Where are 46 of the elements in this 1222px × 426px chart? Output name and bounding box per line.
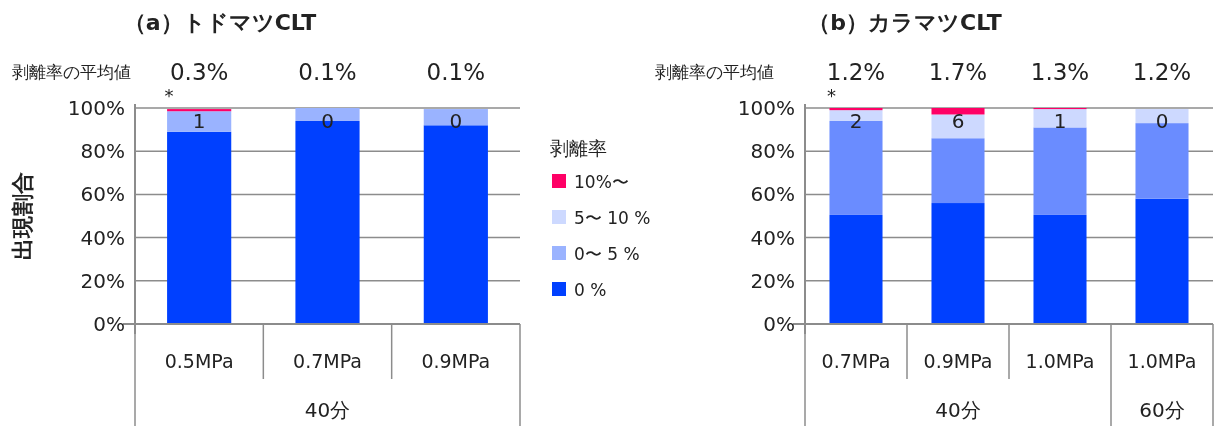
y-tick-label: 60% xyxy=(750,182,795,207)
chart-title: （b）カラマツCLT xyxy=(808,10,1002,35)
text: 1.7% xyxy=(928,59,988,85)
text: 40分 xyxy=(935,398,981,422)
x-tick-label: 0.9MPa xyxy=(421,350,491,372)
text: 剥離率の平均値 xyxy=(12,62,131,82)
y-tick-label: 80% xyxy=(80,139,125,164)
text: 1.3% xyxy=(1030,59,1090,85)
text: 60分 xyxy=(1139,398,1185,422)
legend-label: 0〜 5 % xyxy=(574,244,640,264)
annotation: 0 xyxy=(1155,109,1169,133)
y-tick-label: 60% xyxy=(80,182,125,207)
y-tick-label: 0% xyxy=(763,312,795,336)
annotation: 1 xyxy=(1053,109,1067,133)
text: 0.1% xyxy=(426,59,486,85)
legend-label: 10%〜 xyxy=(574,172,629,192)
y-tick-label: 40% xyxy=(80,225,125,250)
text: 40分 xyxy=(304,398,351,422)
x-tick-label: 0.5MPa xyxy=(164,350,234,372)
text: 0.3% xyxy=(169,59,229,85)
annotation: 1 xyxy=(192,109,206,133)
x-tick-label: 1.0MPa xyxy=(1025,350,1095,372)
x-tick-label: 1.0MPa xyxy=(1127,350,1197,372)
y-tick-label: 80% xyxy=(750,139,795,164)
y-tick-label: 0% xyxy=(93,312,125,336)
y-tick-label: 100% xyxy=(67,96,125,120)
y-tick-label: 20% xyxy=(80,268,125,293)
text: 剥離率の平均値 xyxy=(655,62,774,82)
annotation: 2 xyxy=(849,109,863,133)
legend-label: 5〜 10 % xyxy=(574,208,651,228)
chart-title: （a）トドマツCLT xyxy=(123,10,317,35)
text: * xyxy=(826,85,836,106)
text: 0.1% xyxy=(298,59,357,85)
annotation: 6 xyxy=(951,109,965,133)
legend-title: 剥離率 xyxy=(550,137,607,159)
text: 1.2% xyxy=(1132,59,1192,85)
x-tick-label: 0.7MPa xyxy=(293,350,362,372)
y-tick-label: 100% xyxy=(737,96,795,120)
x-tick-label: 0.7MPa xyxy=(821,350,891,372)
y-tick-label: 40% xyxy=(750,225,795,250)
text: 1.2% xyxy=(826,59,886,85)
text: * xyxy=(164,85,174,106)
x-tick-label: 0.9MPa xyxy=(923,350,993,372)
legend-label: 0 % xyxy=(574,280,607,300)
y-axis-title: 出現割合 xyxy=(10,172,35,260)
y-tick-label: 20% xyxy=(750,268,795,293)
